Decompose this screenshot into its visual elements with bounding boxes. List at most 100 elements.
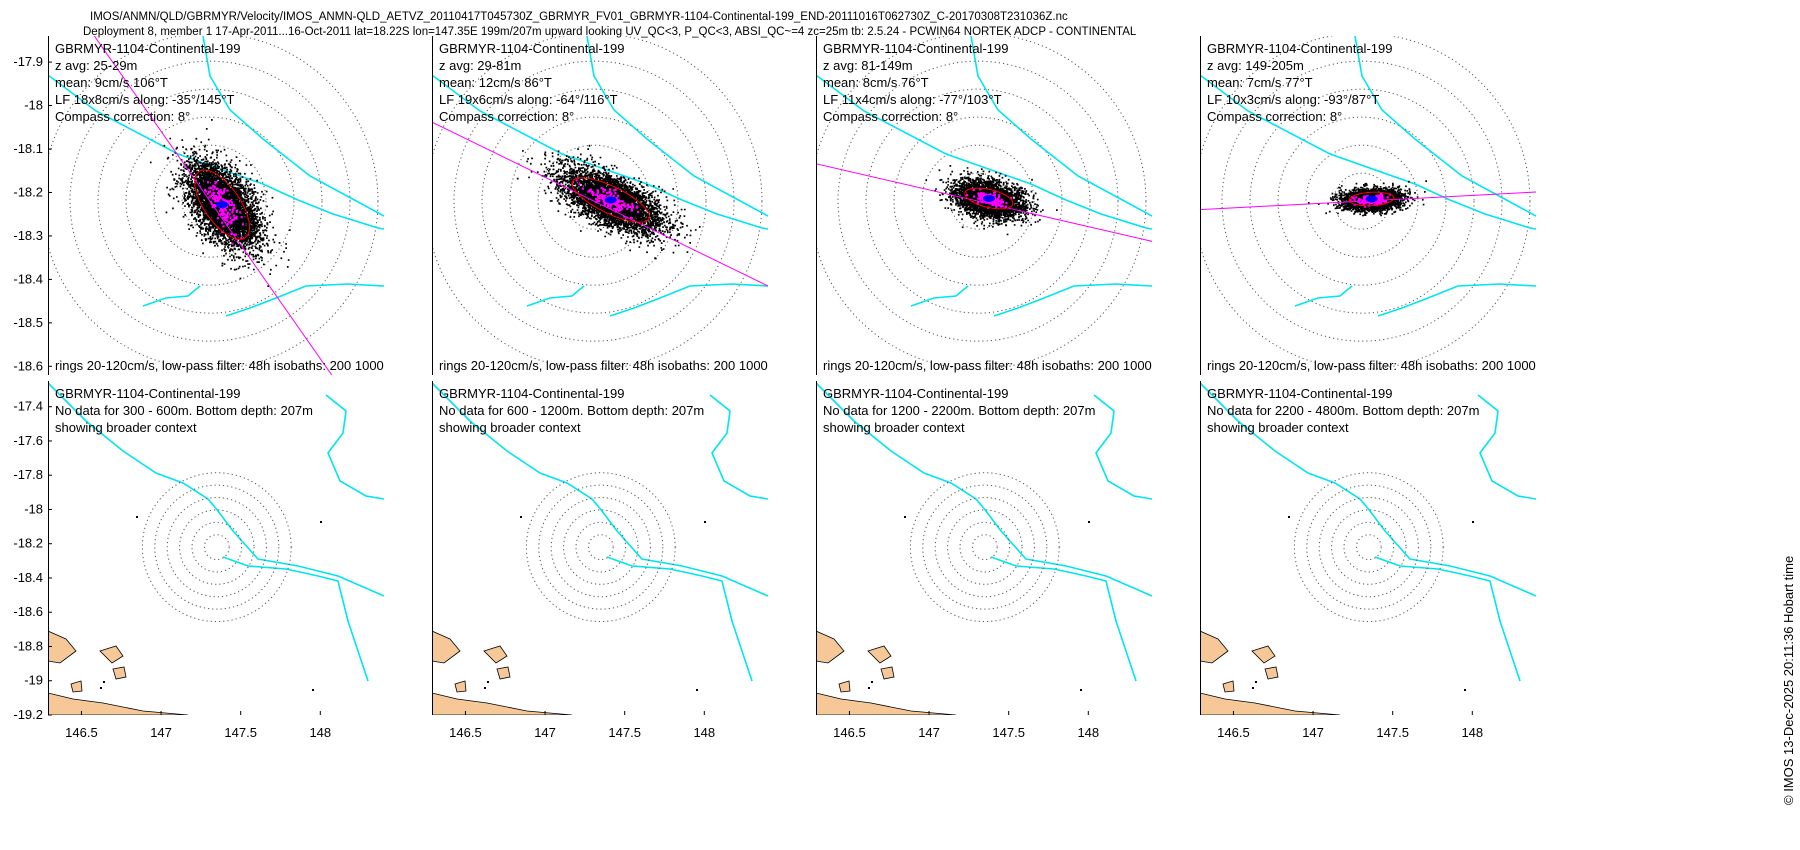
y-tick-label-top: -18.1 (13, 141, 43, 156)
land-mass-5 (1222, 680, 1235, 693)
y-tick-label-top: -18.4 (13, 271, 43, 286)
isobath-line-2 (1093, 394, 1152, 500)
speed-ring-60 (563, 509, 639, 585)
speed-ring-80 (481, 88, 707, 314)
principal-axis-line (93, 36, 333, 375)
speed-ring-60 (1331, 509, 1407, 585)
y-tick-label-bottom: -17.4 (13, 399, 43, 414)
isobath-line-1 (1200, 382, 1536, 597)
land-mass-2 (48, 692, 189, 715)
x-tick-label: 146.5 (1217, 725, 1250, 740)
speed-ring-100 (837, 60, 1119, 342)
panel-3-mean: mean: 8cm/s 76°T (823, 75, 929, 90)
x-tick-label: 147 (1302, 725, 1324, 740)
lowpass-scatter (204, 180, 244, 245)
lowpass-ellipse (964, 187, 1014, 210)
y-tick-label-bottom: -18.6 (13, 604, 43, 619)
speed-ring-120 (1293, 472, 1444, 623)
y-tick-label-bottom: -18.4 (13, 570, 43, 585)
panel-7-context: showing broader context (823, 420, 965, 435)
isobath-line-2 (1477, 394, 1536, 500)
y-tick-label-bottom: -18 (24, 501, 43, 516)
y-tick-label-top: -18.3 (13, 228, 43, 243)
land-mass-3 (1251, 645, 1276, 664)
panel-6-mooring: GBRMYR-1104-Continental-199 (439, 386, 625, 401)
speed-ring-60 (509, 116, 679, 286)
isobath-line-4 (1294, 285, 1353, 307)
isobath-line-1 (816, 74, 1152, 230)
isobath-line-2 (586, 36, 768, 217)
y-tick-label-bottom: -17.6 (13, 433, 43, 448)
speed-ring-100 (1221, 60, 1503, 342)
speed-ring-80 (1249, 88, 1475, 314)
speed-ring-100 (453, 60, 735, 342)
reef-dot (484, 687, 486, 689)
x-tick-label: 148 (1461, 725, 1483, 740)
credit-stamp: © IMOS 13-Dec-2025 20:11:36 Hobart time (1781, 555, 1796, 805)
panel-4-compass: Compass correction: 8° (1207, 109, 1343, 124)
x-tick-label: 147.5 (992, 725, 1025, 740)
panel-2-compass: Compass correction: 8° (439, 109, 575, 124)
y-tick-label-bottom: -17.8 (13, 467, 43, 482)
panel-1-info: GBRMYR-1104-Continental-199 z avg: 25-29… (55, 40, 240, 125)
isobath-line-3 (993, 283, 1152, 317)
land-mass-4 (1264, 666, 1279, 680)
land-mass-3 (99, 645, 124, 664)
isobath-line-2 (202, 36, 384, 217)
panel-6-context: showing broader context (439, 420, 581, 435)
y-tick-label-top: -18 (24, 98, 43, 113)
principal-axis-line (1200, 191, 1536, 211)
panel-1-mean: mean: 9cm/s 106°T (55, 75, 168, 90)
isobath-line-2 (709, 394, 768, 500)
speed-ring-20 (1355, 534, 1382, 561)
panel-5-nodata: No data for 300 - 600m. Bottom depth: 20… (55, 403, 313, 418)
panel-3-info: GBRMYR-1104-Continental-199 z avg: 81-14… (823, 40, 1008, 125)
panel-7-mooring: GBRMYR-1104-Continental-199 (823, 386, 1009, 401)
reef-dot (1464, 689, 1466, 691)
land-mass-1 (1200, 630, 1229, 664)
reef-dot (696, 689, 698, 691)
panel-2-footer: rings 20-120cm/s, low-pass filter: 48h i… (439, 358, 768, 373)
panel-1-compass: Compass correction: 8° (55, 109, 191, 124)
speed-ring-80 (934, 497, 1035, 598)
speed-ring-40 (1305, 144, 1419, 258)
reef-dot (520, 516, 522, 518)
reef-dot (1288, 516, 1290, 518)
isobath-line-1 (432, 382, 768, 597)
y-tick-label-top: -18.6 (13, 358, 43, 373)
speed-ring-100 (154, 484, 280, 610)
speed-ring-100 (69, 60, 351, 342)
land-mass-1 (48, 630, 77, 664)
panel-7-nodata: No data for 1200 - 2200m. Bottom depth: … (823, 403, 1096, 418)
speed-ring-100 (538, 484, 664, 610)
file-title: IMOS/ANMN/QLD/GBRMYR/Velocity/IMOS_ANMN-… (90, 11, 1068, 23)
x-tick-label: 148 (1077, 725, 1099, 740)
y-tick-label-top: -17.9 (13, 54, 43, 69)
panel-8: GBRMYR-1104-Continental-199 No data for … (1200, 381, 1536, 715)
speed-ring-120 (525, 472, 676, 623)
y-tick-label-bottom: -18.8 (13, 638, 43, 653)
mean-current-marker (604, 196, 617, 204)
mean-current-marker (1365, 195, 1378, 203)
panel-8-info: GBRMYR-1104-Continental-199 No data for … (1207, 385, 1479, 436)
isobath-line-3 (225, 283, 384, 317)
speed-ring-80 (97, 88, 323, 314)
isobath-line-3 (1377, 283, 1536, 317)
panel-4-lowpass: LF 10x3cm/s along: -93°/87°T (1207, 92, 1380, 107)
isobath-line-1 (48, 382, 384, 597)
speed-ring-40 (921, 144, 1035, 258)
reef-dot (704, 521, 706, 523)
speed-ring-60 (179, 509, 255, 585)
reef-dot (1255, 681, 1257, 683)
panel-2-info: GBRMYR-1104-Continental-199 z avg: 29-81… (439, 40, 624, 125)
panel-5-info: GBRMYR-1104-Continental-199 No data for … (55, 385, 313, 436)
land-mass-4 (112, 666, 127, 680)
x-tick-label: 146.5 (65, 725, 98, 740)
lowpass-ellipse (194, 169, 251, 240)
land-mass-5 (838, 680, 851, 693)
y-tick-label-top: -18.5 (13, 315, 43, 330)
reef-dot (1472, 521, 1474, 523)
land-mass-2 (816, 692, 957, 715)
panel-4-mean: mean: 7cm/s 77°T (1207, 75, 1313, 90)
